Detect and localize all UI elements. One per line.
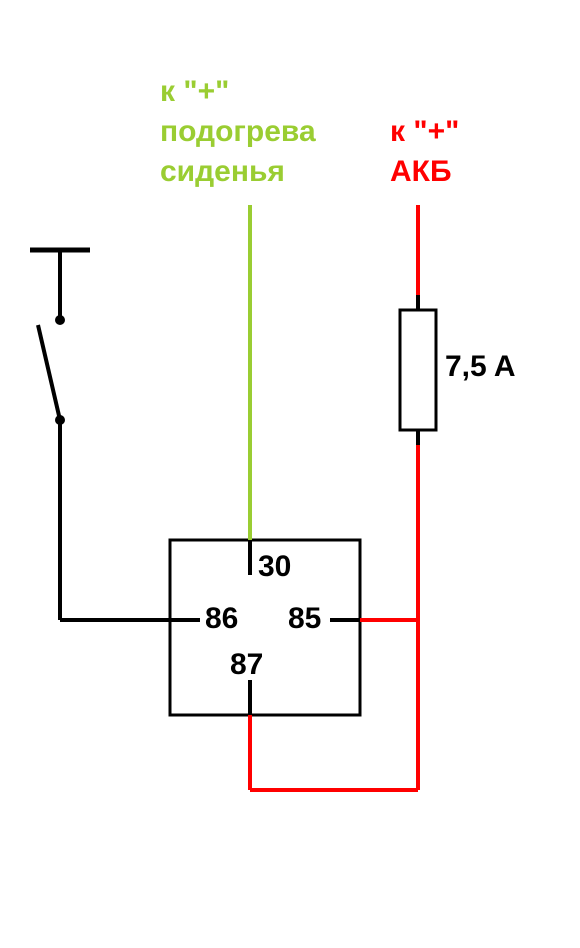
label-battery-2: АКБ bbox=[390, 155, 452, 189]
switch-arm bbox=[38, 325, 60, 420]
label-pin-86: 86 bbox=[205, 602, 238, 636]
label-seat-heater-1: к "+" bbox=[160, 75, 229, 109]
label-fuse: 7,5 A bbox=[445, 350, 516, 384]
label-battery-1: к "+" bbox=[390, 115, 459, 149]
label-seat-heater-2: подогрева bbox=[160, 115, 316, 149]
label-pin-87: 87 bbox=[230, 648, 263, 682]
switch-terminal-top bbox=[55, 315, 65, 325]
fuse-box bbox=[400, 310, 436, 430]
label-pin-85: 85 bbox=[288, 602, 321, 636]
label-seat-heater-3: сиденья bbox=[160, 155, 285, 189]
label-pin-30: 30 bbox=[258, 550, 291, 584]
